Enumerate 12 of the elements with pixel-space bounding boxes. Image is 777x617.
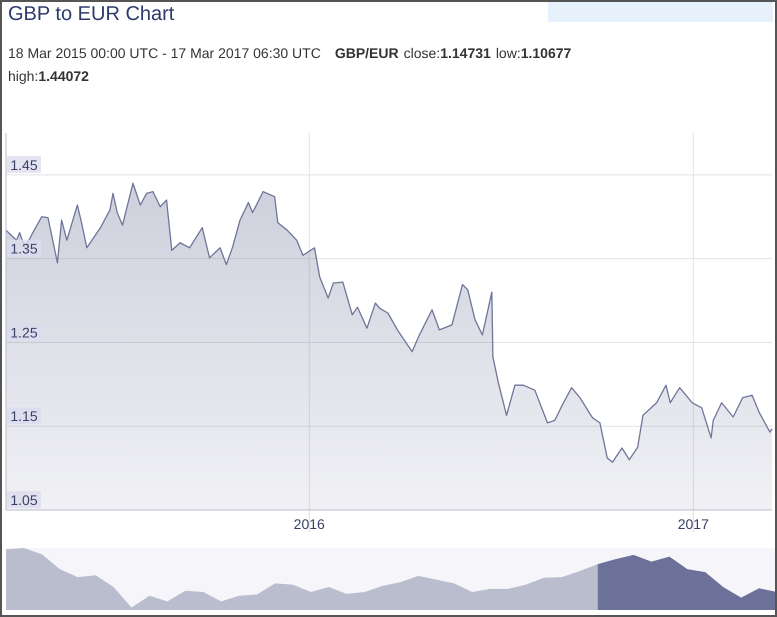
text: low:1.10677 <box>496 45 572 61</box>
chart-title: GBP to EUR Chart <box>8 3 175 25</box>
text: high:1.44072 <box>8 68 90 84</box>
x-tick-label: 2016 <box>294 516 326 532</box>
text: GBP/EUR <box>334 45 399 61</box>
x-tick-label: 2017 <box>678 516 710 532</box>
y-tick-label: 1.45 <box>10 156 38 173</box>
y-tick-label: 1.15 <box>10 408 38 424</box>
chart-subtitle: 18 Mar 2015 00:00 UTC - 17 Mar 2017 06:30 UTC <box>8 45 321 61</box>
text: close:1.14731 <box>404 45 492 61</box>
y-tick-label: 1.05 <box>10 492 38 508</box>
y-tick-label: 1.25 <box>10 324 38 340</box>
